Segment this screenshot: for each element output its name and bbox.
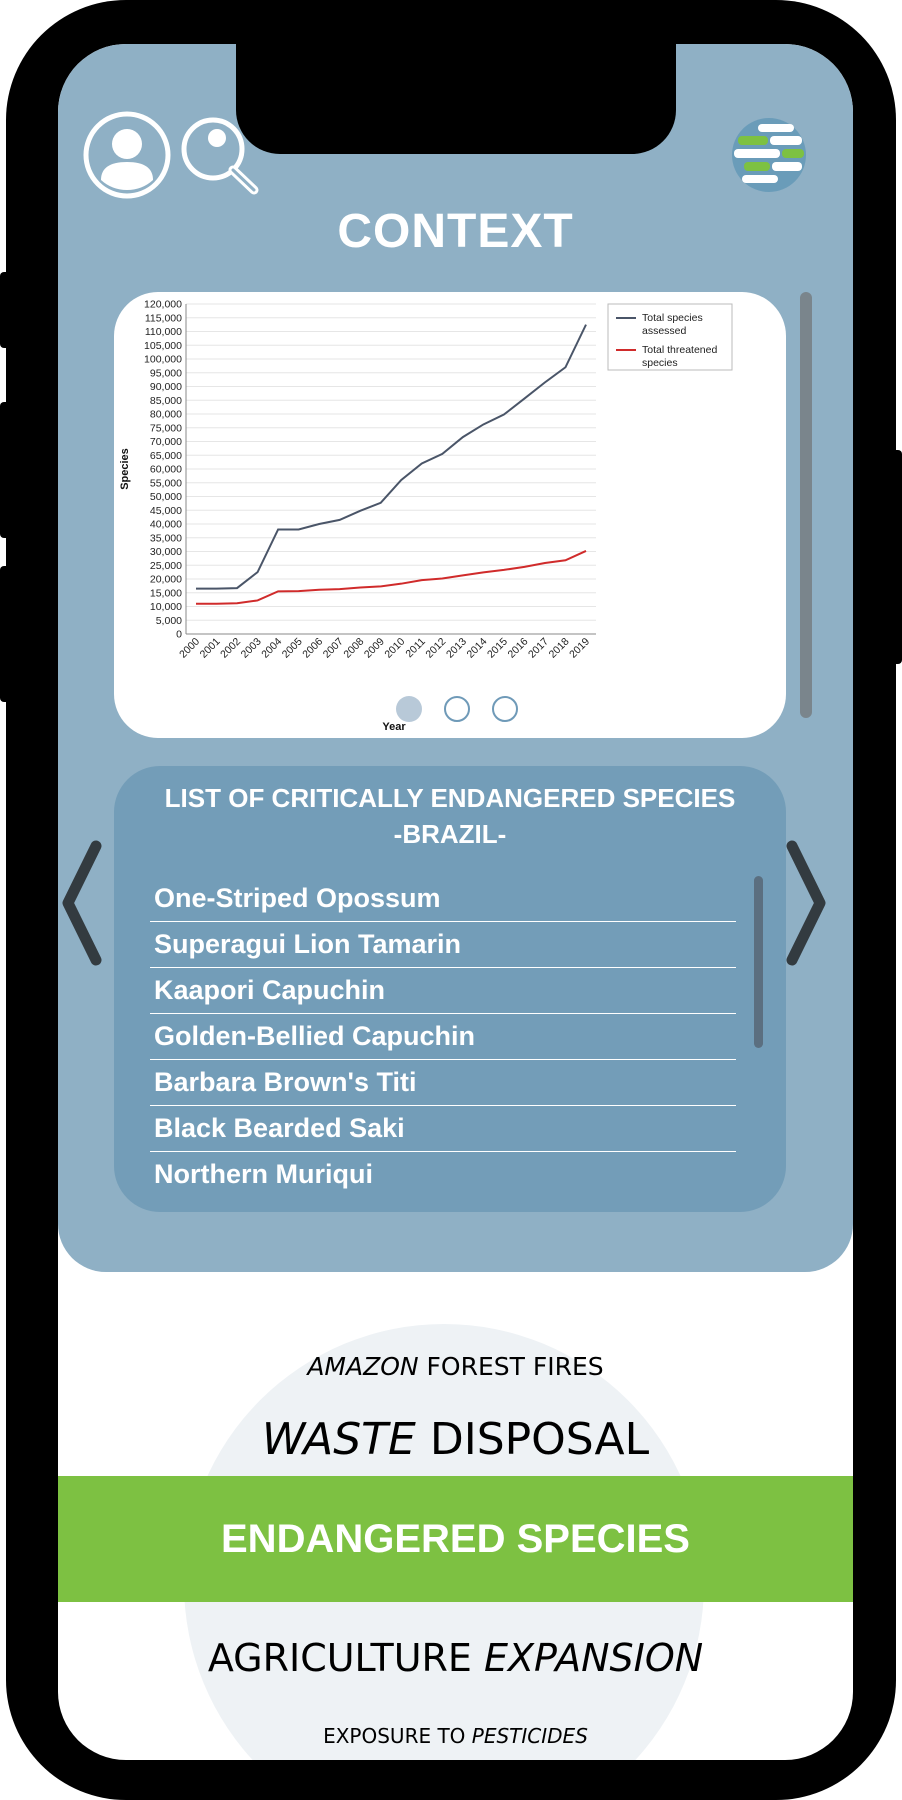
y-tick-label: 120,000: [144, 299, 182, 311]
species-list: One-Striped Opossum Superagui Lion Tamar…: [150, 876, 736, 1198]
x-tick-label: 2013: [444, 636, 469, 661]
context-panel: CONTEXT 0 5,000 10,000 15,000 20,000 25,000 30…: [58, 44, 853, 1272]
user-icon[interactable]: [82, 110, 172, 200]
phone-notch: [236, 44, 676, 154]
y-tick-label: 85,000: [150, 395, 182, 407]
legend-entry: Total species assessed: [642, 312, 703, 337]
y-tick-label: 70,000: [150, 436, 182, 448]
y-tick-label: 35,000: [150, 532, 182, 544]
list-item[interactable]: One-Striped Opossum: [150, 876, 736, 922]
x-tick-label: 2001: [198, 636, 223, 661]
list-title-line2: -BRAZIL-: [393, 819, 507, 849]
legend-box: [607, 303, 733, 371]
list-item[interactable]: Golden-Bellied Capuchin: [150, 1014, 736, 1060]
topic-agriculture-expansion[interactable]: AGRICULTURE EXPANSION: [207, 1636, 704, 1680]
y-tick-label: 60,000: [150, 464, 182, 476]
topic-picker: AMAZON FOREST FIRES WASTE DISPOSAL ENDAN…: [58, 1272, 853, 1760]
x-tick-label: 2010: [382, 636, 407, 661]
y-tick-label: 80,000: [150, 409, 182, 421]
search-icon[interactable]: [176, 114, 260, 198]
y-tick-label: 15,000: [150, 587, 182, 599]
y-tick-label: 40,000: [150, 519, 182, 531]
list-item[interactable]: Superagui Lion Tamarin: [150, 922, 736, 968]
y-tick-label: 45,000: [150, 505, 182, 517]
x-tick-label: 2005: [280, 636, 305, 661]
y-tick-label: 25,000: [150, 560, 182, 572]
globe-logo-icon[interactable]: [730, 116, 808, 194]
chevron-right-icon[interactable]: [784, 838, 828, 968]
x-tick-label: 2006: [300, 636, 325, 661]
legend-entry: Total threatened species: [642, 344, 717, 369]
list-title-line1: LIST OF CRITICALLY ENDANGERED SPECIES: [164, 783, 736, 813]
x-tick-label: 2015: [485, 636, 510, 661]
y-tick-label: 105,000: [144, 340, 182, 352]
x-tick-label: 2004: [259, 636, 284, 661]
x-axis-label: Year: [382, 721, 406, 733]
y-tick-label: 95,000: [150, 367, 182, 379]
x-tick-label: 2017: [526, 636, 551, 661]
x-tick-label: 2002: [218, 636, 243, 661]
chevron-left-icon[interactable]: [60, 838, 104, 968]
list-scrollbar[interactable]: [754, 876, 763, 1048]
x-tick-label: 2012: [423, 636, 448, 661]
y-tick-label: 5,000: [156, 615, 182, 627]
x-tick-label: 2011: [403, 636, 428, 661]
y-tick-label: 90,000: [150, 381, 182, 393]
y-tick-label: 65,000: [150, 450, 182, 462]
carousel-dots: [396, 696, 596, 730]
topic-amazon-forest-fires[interactable]: AMAZON FOREST FIRES: [307, 1352, 604, 1381]
side-button: [0, 272, 12, 348]
x-tick-label: 2014: [464, 636, 489, 661]
side-button: [890, 450, 902, 664]
x-tick-label: 2019: [567, 636, 592, 661]
y-tick-label: 110,000: [145, 326, 182, 338]
x-tick-label: 2008: [341, 636, 366, 661]
list-title: LIST OF CRITICALLY ENDANGERED SPECIES -B…: [114, 780, 786, 852]
y-tick-label: 100,000: [144, 354, 182, 366]
species-list-card: LIST OF CRITICALLY ENDANGERED SPECIES -B…: [114, 766, 786, 1212]
carousel-dot-2[interactable]: [444, 696, 470, 722]
series-line-2: [196, 550, 587, 605]
y-tick-label: 55,000: [150, 477, 182, 489]
list-item[interactable]: Black Bearded Saki: [150, 1106, 736, 1152]
y-tick-label: 75,000: [150, 422, 182, 434]
y-tick-label: 50,000: [150, 491, 182, 503]
list-item[interactable]: Kaapori Capuchin: [150, 968, 736, 1014]
side-button: [0, 402, 12, 538]
screen: CONTEXT 0 5,000 10,000 15,000 20,000 25,000 30…: [58, 44, 853, 1760]
x-tick-label: 2007: [321, 636, 346, 661]
list-item[interactable]: Northern Muriqui: [154, 1159, 373, 1189]
topic-waste-disposal[interactable]: WASTE DISPOSAL: [261, 1414, 650, 1465]
y-tick-label: 20,000: [150, 574, 182, 586]
carousel-dot-3[interactable]: [492, 696, 518, 722]
species-chart-card: 0 5,000 10,000 15,000 20,000 25,000 30,000 35,0…: [114, 292, 786, 738]
side-button: [0, 566, 12, 702]
x-tick-label: 2018: [547, 636, 572, 661]
y-tick-label: 115,000: [145, 312, 182, 324]
page-title: CONTEXT: [337, 205, 574, 258]
panel-scrollbar[interactable]: [800, 292, 812, 718]
x-tick-label: 2003: [239, 636, 264, 661]
list-item[interactable]: Barbara Brown's Titi: [150, 1060, 736, 1106]
y-tick-label: 0: [176, 629, 182, 641]
y-axis-label: Species: [119, 448, 131, 490]
y-tick-label: 10,000: [150, 601, 182, 613]
topic-exposure-to-pesticides[interactable]: EXPOSURE TO PESTICIDES: [323, 1724, 588, 1748]
topic-endangered-species[interactable]: ENDANGERED SPECIES: [58, 1476, 853, 1602]
series-line-1: [196, 324, 587, 590]
x-tick-label: 2009: [362, 636, 387, 661]
carousel-dot-1[interactable]: [396, 696, 422, 722]
x-tick-label: 2016: [506, 636, 531, 661]
y-tick-label: 30,000: [150, 546, 182, 558]
